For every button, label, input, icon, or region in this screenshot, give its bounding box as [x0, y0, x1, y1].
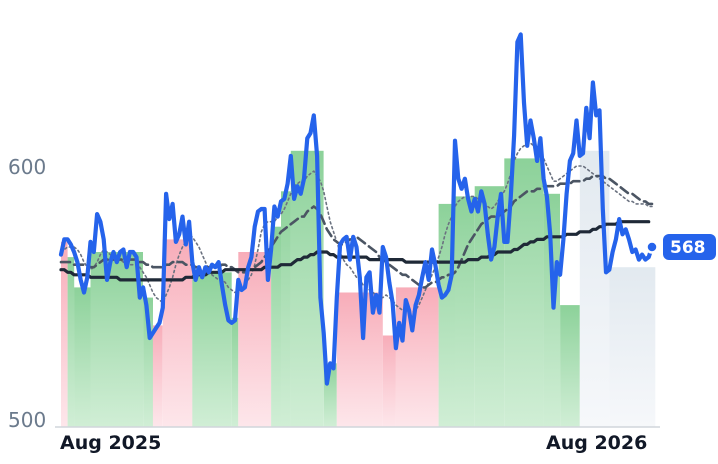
y-tick-label-600: 600: [8, 155, 46, 179]
band-up-2: [74, 287, 91, 427]
band-up-1: [67, 257, 75, 427]
series-line-ma-mid: [59, 174, 654, 289]
band-down-5: [152, 325, 163, 427]
series-line-price: [58, 32, 655, 386]
band-up-10: [271, 226, 281, 427]
band-down-15: [382, 335, 396, 427]
band-up-19: [474, 186, 505, 427]
band-up-21: [543, 193, 560, 427]
indicator-lines: [58, 32, 659, 386]
x-tick-label-aug-2025: Aug 2025: [60, 432, 161, 454]
band-down-6: [162, 239, 193, 427]
band-up-7: [192, 272, 232, 427]
band-up-11: [281, 191, 291, 427]
band-up-8: [231, 317, 239, 427]
last-point-marker: [645, 240, 659, 254]
series-line-ma-short: [60, 142, 653, 314]
y-tick-label-500: 500: [8, 408, 46, 432]
band-down-0: [61, 241, 68, 427]
band-up-22: [560, 305, 580, 427]
last-value-badge: 568: [663, 234, 716, 260]
x-tick-label-aug-2026: Aug 2026: [546, 432, 647, 454]
band-neutral-23: [579, 150, 610, 428]
band-neutral-24: [609, 267, 656, 427]
band-down-9: [238, 252, 272, 427]
last-value-label: 568: [670, 238, 706, 258]
band-up-4: [143, 297, 153, 427]
last-value-badge-bg: [663, 234, 716, 260]
band-up-18: [455, 196, 475, 427]
